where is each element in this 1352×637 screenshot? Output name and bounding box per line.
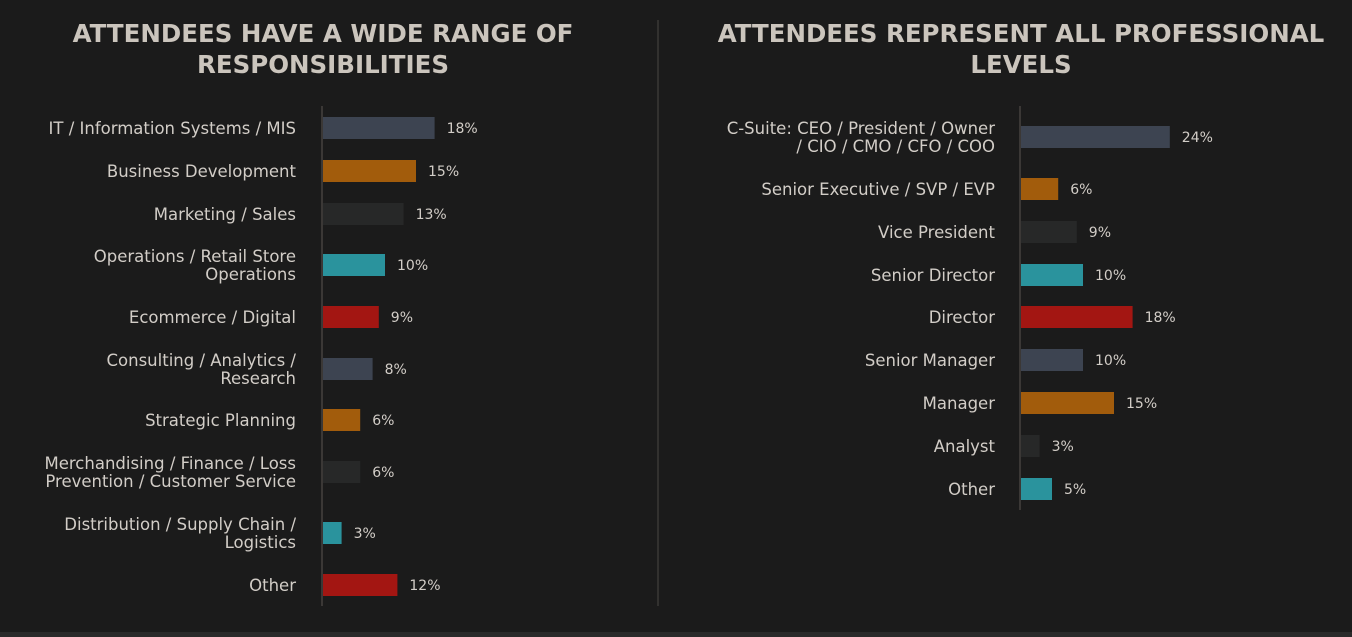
responsibilities-category-label: Research <box>220 369 296 388</box>
responsibilities-category-label: Business Development <box>107 162 297 181</box>
professional-levels-value-label: 10% <box>1095 268 1126 284</box>
responsibilities-bar <box>323 117 435 139</box>
responsibilities-bar <box>323 306 379 328</box>
responsibilities-bar <box>323 461 361 483</box>
responsibilities-bar <box>323 522 342 544</box>
professional-levels-category-label: Senior Director <box>871 266 995 285</box>
responsibilities-value-label: 9% <box>391 310 413 326</box>
responsibilities-category-label: Marketing / Sales <box>154 205 296 224</box>
responsibilities-bar <box>323 358 373 380</box>
responsibilities-bar <box>323 409 361 431</box>
professional-levels-bar <box>1021 264 1083 286</box>
responsibilities-title-line: ATTENDEES HAVE A WIDE RANGE OF <box>73 19 574 48</box>
professional-levels-category-label: Other <box>948 480 995 499</box>
responsibilities-value-label: 10% <box>397 258 428 274</box>
professional-levels-title-line: LEVELS <box>970 50 1071 79</box>
professional-levels-category-label: Vice President <box>878 223 995 242</box>
professional-levels-value-label: 3% <box>1052 439 1074 455</box>
professional-levels-bar <box>1021 349 1083 371</box>
responsibilities-category-label: Merchandising / Finance / Loss <box>45 454 297 473</box>
responsibilities-value-label: 6% <box>372 413 394 429</box>
professional-levels-title-line: ATTENDEES REPRESENT ALL PROFESSIONAL <box>718 19 1325 48</box>
bottom-rule <box>0 632 1352 637</box>
responsibilities-bar <box>323 160 416 182</box>
responsibilities-value-label: 13% <box>416 207 447 223</box>
professional-levels-bar <box>1021 221 1077 243</box>
professional-levels-bar <box>1021 126 1170 148</box>
professional-levels-value-label: 9% <box>1089 225 1111 241</box>
responsibilities-category-label: Consulting / Analytics / <box>107 351 297 370</box>
responsibilities-value-label: 8% <box>385 362 407 378</box>
responsibilities-category-label: Operations / Retail Store <box>94 247 296 266</box>
responsibilities-bar <box>323 254 385 276</box>
responsibilities-category-label: Other <box>249 576 296 595</box>
professional-levels-value-label: 10% <box>1095 353 1126 369</box>
professional-levels-category-label: Senior Manager <box>865 351 995 370</box>
responsibilities-category-label: Ecommerce / Digital <box>129 308 296 327</box>
responsibilities-value-label: 18% <box>447 121 478 137</box>
responsibilities-category-label: IT / Information Systems / MIS <box>49 119 297 138</box>
professional-levels-category-label: / CIO / CMO / CFO / COO <box>796 137 995 156</box>
professional-levels-bar <box>1021 392 1114 414</box>
responsibilities-category-label: Prevention / Customer Service <box>45 472 296 491</box>
responsibilities-value-label: 3% <box>354 526 376 542</box>
professional-levels-value-label: 24% <box>1182 130 1213 146</box>
professional-levels-bar <box>1021 435 1040 457</box>
responsibilities-bar <box>323 203 404 225</box>
professional-levels-value-label: 15% <box>1126 396 1157 412</box>
professional-levels-category-label: Analyst <box>934 437 996 456</box>
professional-levels-category-label: Manager <box>923 394 996 413</box>
responsibilities-category-label: Operations <box>205 265 296 284</box>
professional-levels-value-label: 5% <box>1064 482 1086 498</box>
professional-levels-value-label: 18% <box>1145 310 1176 326</box>
professional-levels-category-label: Director <box>929 308 995 327</box>
professional-levels-bar <box>1021 178 1059 200</box>
professional-levels-value-label: 6% <box>1070 182 1092 198</box>
responsibilities-value-label: 12% <box>409 578 440 594</box>
responsibilities-title-line: RESPONSIBILITIES <box>197 50 449 79</box>
professional-levels-category-label: Senior Executive / SVP / EVP <box>761 180 995 199</box>
responsibilities-bar <box>323 574 398 596</box>
responsibilities-value-label: 6% <box>372 465 394 481</box>
responsibilities-category-label: Strategic Planning <box>145 411 296 430</box>
responsibilities-category-label: Logistics <box>225 533 296 552</box>
responsibilities-category-label: Distribution / Supply Chain / <box>64 515 296 534</box>
professional-levels-category-label: C-Suite: CEO / President / Owner <box>727 119 996 138</box>
professional-levels-bar <box>1021 478 1052 500</box>
professional-levels-bar <box>1021 306 1133 328</box>
responsibilities-value-label: 15% <box>428 164 459 180</box>
